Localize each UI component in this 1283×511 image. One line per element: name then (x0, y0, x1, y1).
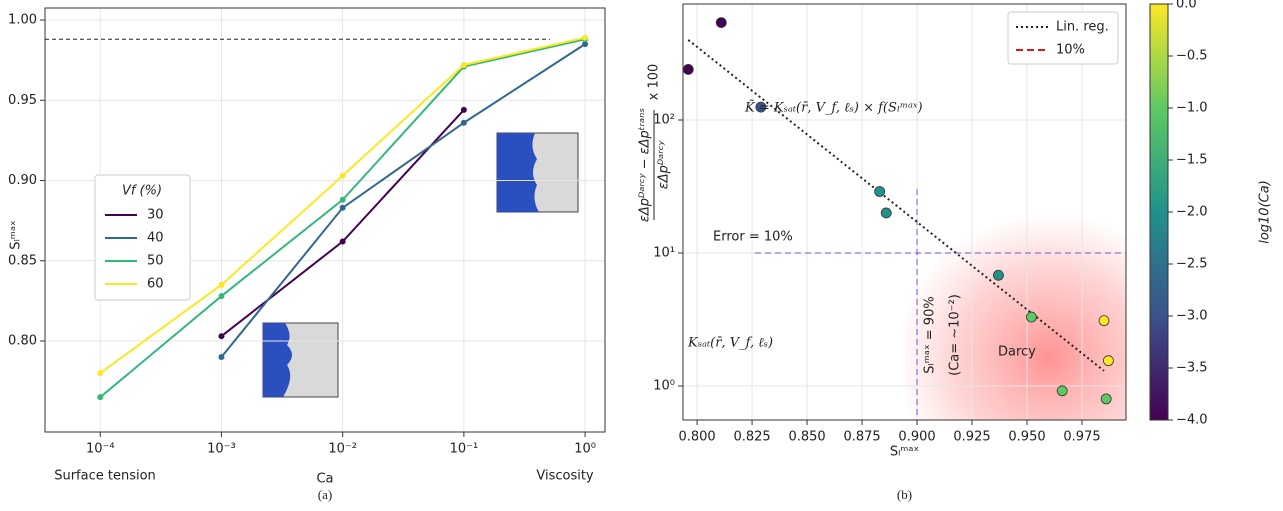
caption: (b) (897, 487, 912, 502)
data-point (1026, 311, 1037, 323)
legend-title: Vf (%) (122, 184, 162, 199)
annotation: (Ca= ~10⁻²) (948, 294, 963, 376)
data-point (755, 101, 767, 113)
x-tick-label: 0.800 (678, 430, 715, 445)
colorbar-tick-label: 0.0 (1176, 0, 1197, 12)
colorbar-title: log10(Ca) (1258, 180, 1273, 244)
data-point (97, 394, 104, 401)
legend-label: 30 (147, 208, 164, 223)
data-point (218, 281, 225, 288)
x-tick-label: 10⁻² (328, 442, 357, 457)
colorbar-tick-label: −3.0 (1176, 309, 1208, 324)
colorbar-tick-label: −1.5 (1176, 153, 1208, 168)
y-tick-label: 10¹ (653, 245, 675, 260)
data-point (582, 34, 589, 41)
annotation: K̃ = Kₛₐₜ(r̄, V_f, ℓₛ) × f(Sₗᵐᵃˣ) (744, 99, 923, 115)
series-line (220, 43, 586, 358)
data-point (880, 207, 892, 219)
legend-label: 40 (147, 231, 164, 246)
x-tick-label: 0.950 (1008, 430, 1045, 445)
y-axis-title: εΔpᴰᵃʳᶜʸ − εΔpᵗʳᵃⁿˢ (638, 108, 653, 222)
data-point (460, 119, 467, 126)
data-point (218, 293, 225, 300)
colorbar-tick-label: −2.5 (1176, 257, 1208, 272)
x-tick-label: 0.875 (843, 430, 880, 445)
annotation: Sₗᵐᵃˣ = 90% (923, 296, 938, 373)
data-point (339, 172, 346, 179)
colorbar-tick-label: −2.0 (1176, 205, 1208, 220)
legend-label: 50 (147, 254, 164, 269)
x-tick-label: 10⁻³ (207, 442, 236, 457)
data-point (1056, 385, 1068, 397)
regression-line (687, 39, 1105, 372)
data-point (1100, 393, 1112, 405)
data-point (460, 106, 467, 113)
y-tick-label: 10⁰ (653, 378, 675, 393)
x-tick-label: 0.975 (1063, 430, 1100, 445)
y-tick-label: 10² (653, 112, 675, 127)
data-point (1103, 355, 1114, 367)
plot-frame (44, 7, 606, 433)
x-axis-note: Viscosity (536, 469, 594, 484)
colorbar-tick-label: −3.5 (1176, 361, 1208, 376)
plots: 10⁻⁴ 10⁻³ 10⁻² 10⁻¹ 10⁰ 0.80 0.85 0.90 0.95 1.00 V… (8, 0, 1272, 502)
y-tick-label: 0.85 (8, 253, 37, 268)
caption: (a) (318, 487, 332, 502)
colorbar-tick-label: −4.0 (1176, 413, 1208, 428)
data-point (993, 269, 1004, 281)
data-point (218, 333, 225, 340)
data-point (582, 41, 589, 48)
y-tick-label: 1.00 (8, 13, 37, 28)
legend-label: 10% (1056, 43, 1085, 58)
plot-frame (682, 3, 1127, 421)
legend-label: 60 (147, 277, 164, 292)
data-point (339, 204, 346, 211)
data-point (682, 64, 694, 75)
x-tick-label: 0.825 (733, 430, 770, 445)
data-point (1098, 315, 1110, 327)
y-tick-label: 0.90 (8, 173, 37, 188)
x-axis-title: Sₗᵐᵃˣ (890, 445, 920, 460)
data-point (715, 17, 727, 28)
colorbar-tick-label: −1.0 (1176, 101, 1208, 116)
y-tick-label: 0.80 (8, 334, 37, 349)
data-point (218, 354, 225, 361)
annotation: Darcy (998, 345, 1036, 360)
x-axis-note: Surface tension (54, 469, 156, 484)
y-tick-label: 0.95 (8, 93, 37, 108)
legend-box (94, 174, 191, 301)
x-tick-label: 10⁻⁴ (86, 442, 115, 457)
x-tick-label: 10⁻¹ (450, 442, 479, 457)
legend-box (1007, 11, 1119, 65)
data-point (460, 61, 467, 68)
x-tick-label: 0.850 (788, 430, 825, 445)
legend-label: Lin. reg. (1056, 20, 1109, 35)
inset-low (262, 322, 339, 398)
x-axis-title: Ca (316, 472, 333, 487)
x-tick-label: 0.925 (953, 430, 990, 445)
y-axis-title: x 100 (647, 64, 662, 101)
data-point (97, 370, 104, 377)
annotation: Kₛₐₜ(r̄, V_f, ℓₛ) (687, 336, 773, 351)
y-axis-title: Sₗᵐᵃˣ (9, 220, 24, 250)
y-axis-title: εΔpᴰᵃʳᶜʸ (657, 140, 672, 190)
data-point (339, 238, 346, 245)
colorbar (1149, 3, 1169, 421)
data-point (339, 196, 346, 203)
data-point (874, 186, 886, 197)
x-tick-label: 10⁰ (574, 442, 596, 457)
annotation: Error = 10% (713, 230, 793, 245)
darcy-region (905, 212, 1126, 420)
colorbar-tick-label: −0.5 (1176, 49, 1208, 64)
x-tick-label: 0.900 (898, 430, 935, 445)
inset-high (496, 132, 579, 213)
